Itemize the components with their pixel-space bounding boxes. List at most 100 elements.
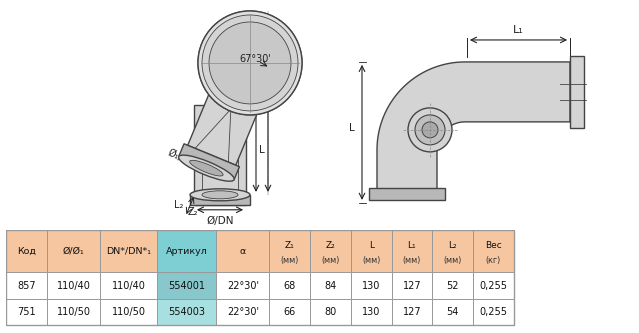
Text: 130: 130 bbox=[362, 281, 380, 291]
FancyBboxPatch shape bbox=[100, 299, 157, 325]
Polygon shape bbox=[369, 188, 445, 200]
Ellipse shape bbox=[202, 191, 238, 199]
Text: 84: 84 bbox=[325, 281, 337, 291]
Text: 68: 68 bbox=[284, 281, 296, 291]
Text: 110/40: 110/40 bbox=[57, 281, 91, 291]
FancyBboxPatch shape bbox=[270, 230, 310, 272]
Circle shape bbox=[422, 122, 438, 138]
FancyBboxPatch shape bbox=[473, 299, 514, 325]
Text: DN*/DN*₁: DN*/DN*₁ bbox=[106, 247, 151, 256]
FancyBboxPatch shape bbox=[432, 230, 473, 272]
Text: 66: 66 bbox=[284, 307, 296, 317]
Text: 52: 52 bbox=[446, 281, 459, 291]
Text: (мм): (мм) bbox=[403, 256, 421, 265]
FancyBboxPatch shape bbox=[47, 272, 100, 299]
Text: 751: 751 bbox=[17, 307, 36, 317]
FancyBboxPatch shape bbox=[351, 299, 392, 325]
FancyBboxPatch shape bbox=[270, 272, 310, 299]
Text: (кг): (кг) bbox=[486, 256, 501, 265]
Text: L₁: L₁ bbox=[513, 25, 524, 35]
Text: 130: 130 bbox=[362, 307, 380, 317]
Text: Ø/Ø₁: Ø/Ø₁ bbox=[63, 247, 84, 256]
Text: 0,255: 0,255 bbox=[479, 307, 507, 317]
Text: 54: 54 bbox=[447, 307, 459, 317]
Circle shape bbox=[415, 115, 445, 145]
Ellipse shape bbox=[190, 160, 223, 176]
Text: Z₂: Z₂ bbox=[326, 241, 335, 250]
Text: 22°30': 22°30' bbox=[227, 281, 259, 291]
FancyBboxPatch shape bbox=[157, 299, 216, 325]
Text: 80: 80 bbox=[325, 307, 337, 317]
FancyBboxPatch shape bbox=[6, 272, 47, 299]
Text: Вес: Вес bbox=[485, 241, 502, 250]
FancyBboxPatch shape bbox=[216, 272, 270, 299]
Ellipse shape bbox=[198, 11, 302, 115]
Ellipse shape bbox=[202, 15, 298, 111]
Circle shape bbox=[408, 108, 452, 152]
FancyBboxPatch shape bbox=[351, 272, 392, 299]
FancyBboxPatch shape bbox=[432, 272, 473, 299]
FancyBboxPatch shape bbox=[392, 230, 432, 272]
Text: α: α bbox=[240, 247, 246, 256]
FancyBboxPatch shape bbox=[47, 299, 100, 325]
FancyBboxPatch shape bbox=[47, 230, 100, 272]
Text: L₂: L₂ bbox=[174, 200, 184, 210]
Text: 857: 857 bbox=[17, 281, 36, 291]
FancyBboxPatch shape bbox=[270, 299, 310, 325]
Polygon shape bbox=[194, 105, 246, 205]
Text: Z₁: Z₁ bbox=[285, 241, 295, 250]
Text: (мм): (мм) bbox=[281, 256, 299, 265]
Polygon shape bbox=[188, 53, 274, 165]
Text: 554001: 554001 bbox=[168, 281, 205, 291]
FancyBboxPatch shape bbox=[351, 230, 392, 272]
Ellipse shape bbox=[209, 22, 291, 104]
Text: (мм): (мм) bbox=[362, 256, 380, 265]
Text: L: L bbox=[369, 241, 374, 250]
Ellipse shape bbox=[202, 15, 298, 111]
Text: 0,255: 0,255 bbox=[479, 281, 507, 291]
FancyBboxPatch shape bbox=[6, 299, 47, 325]
FancyBboxPatch shape bbox=[157, 230, 216, 272]
Text: (мм): (мм) bbox=[321, 256, 340, 265]
Text: 127: 127 bbox=[403, 281, 421, 291]
FancyBboxPatch shape bbox=[100, 272, 157, 299]
FancyBboxPatch shape bbox=[473, 230, 514, 272]
FancyBboxPatch shape bbox=[100, 230, 157, 272]
Ellipse shape bbox=[198, 11, 302, 115]
FancyBboxPatch shape bbox=[392, 299, 432, 325]
FancyBboxPatch shape bbox=[310, 299, 351, 325]
Text: L₂: L₂ bbox=[449, 241, 457, 250]
Ellipse shape bbox=[190, 189, 250, 201]
Text: 110/40: 110/40 bbox=[112, 281, 146, 291]
Polygon shape bbox=[377, 62, 570, 200]
Ellipse shape bbox=[209, 22, 291, 104]
Text: Артикул: Артикул bbox=[166, 247, 208, 256]
FancyBboxPatch shape bbox=[310, 272, 351, 299]
FancyBboxPatch shape bbox=[216, 299, 270, 325]
FancyBboxPatch shape bbox=[392, 272, 432, 299]
Text: Z₂: Z₂ bbox=[188, 207, 198, 217]
Text: Ø/DN: Ø/DN bbox=[206, 216, 234, 226]
Text: (мм): (мм) bbox=[443, 256, 462, 265]
Text: L: L bbox=[259, 145, 265, 155]
Text: L: L bbox=[350, 123, 355, 134]
Text: 554003: 554003 bbox=[168, 307, 205, 317]
Text: Z₁: Z₁ bbox=[272, 92, 283, 103]
FancyBboxPatch shape bbox=[310, 230, 351, 272]
FancyBboxPatch shape bbox=[157, 272, 216, 299]
Text: L₁: L₁ bbox=[408, 241, 416, 250]
Text: 110/50: 110/50 bbox=[111, 307, 146, 317]
Polygon shape bbox=[190, 195, 250, 205]
Ellipse shape bbox=[178, 155, 235, 181]
FancyBboxPatch shape bbox=[6, 230, 47, 272]
Text: 67°30': 67°30' bbox=[239, 54, 271, 64]
Text: 110/50: 110/50 bbox=[57, 307, 91, 317]
Text: Ø₁/DN₁: Ø₁/DN₁ bbox=[166, 148, 201, 170]
FancyBboxPatch shape bbox=[473, 272, 514, 299]
Polygon shape bbox=[570, 56, 584, 128]
Polygon shape bbox=[179, 144, 240, 179]
FancyBboxPatch shape bbox=[216, 230, 270, 272]
Text: 127: 127 bbox=[403, 307, 421, 317]
Text: 22°30': 22°30' bbox=[227, 307, 259, 317]
FancyBboxPatch shape bbox=[432, 299, 473, 325]
